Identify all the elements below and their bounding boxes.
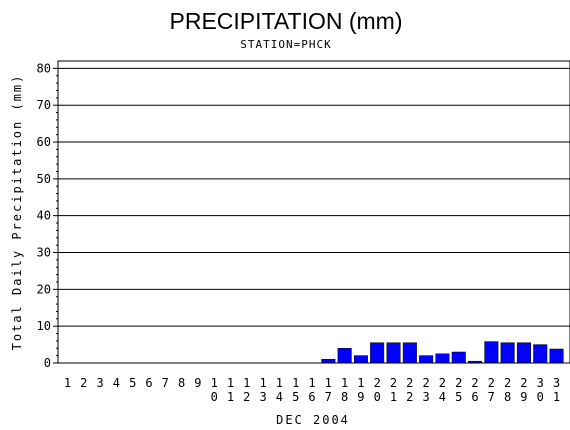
bar-day-24 [435,353,450,364]
x-tick-label: 5 [129,376,136,390]
x-axis-label: DEC 2004 [276,413,350,427]
chart-title: PRECIPITATION (mm) [170,8,403,34]
x-axis: 1 2 3 4 5 6 7 8 9 1 01 11 21 31 41 51 61 71 81 92 02 12 22 32 42… [64,376,560,404]
bar-day-22 [402,342,417,364]
x-tick-label: 4 [113,376,120,390]
y-tick-label: 10 [37,319,51,333]
x-tick-label: 7 [162,376,169,390]
x-tick-label: 8 [178,376,185,390]
y-tick-label: 50 [37,172,51,186]
bar-day-27 [484,341,499,364]
y-tick-label: 0 [44,356,51,370]
x-tick-label: 3 [96,376,103,390]
plot-frame [57,60,570,364]
bar-day-17 [321,359,336,364]
x-tick-label: 6 [145,376,152,390]
y-tick-label: 40 [37,209,51,223]
x-tick-label: 9 [194,376,201,390]
chart-subtitle: STATION=PHCK [240,38,331,51]
bar-day-19 [353,355,368,364]
bar-day-23 [419,355,434,364]
x-tick-label: 2 [80,376,87,390]
y-axis: 0 10 20 30 40 50 60 70 80 [37,61,58,370]
bar-day-30 [533,344,548,364]
y-tick-label: 60 [37,135,51,149]
y-tick-label: 30 [37,246,51,260]
bar-day-28 [500,342,515,364]
y-axis-label: Total Daily Precipitation (mm) [10,74,24,351]
bar-day-29 [516,342,531,364]
bar-day-21 [386,342,401,364]
y-tick-label: 20 [37,282,51,296]
y-tick-label: 80 [37,61,51,75]
y-tick-label: 70 [37,98,51,112]
gridlines [58,67,570,327]
bar-day-18 [337,348,352,364]
bar-day-31 [549,348,564,364]
x-tick-label: 1 [64,376,71,390]
bars [321,341,564,364]
bar-day-20 [370,342,385,364]
bar-day-25 [451,351,466,364]
